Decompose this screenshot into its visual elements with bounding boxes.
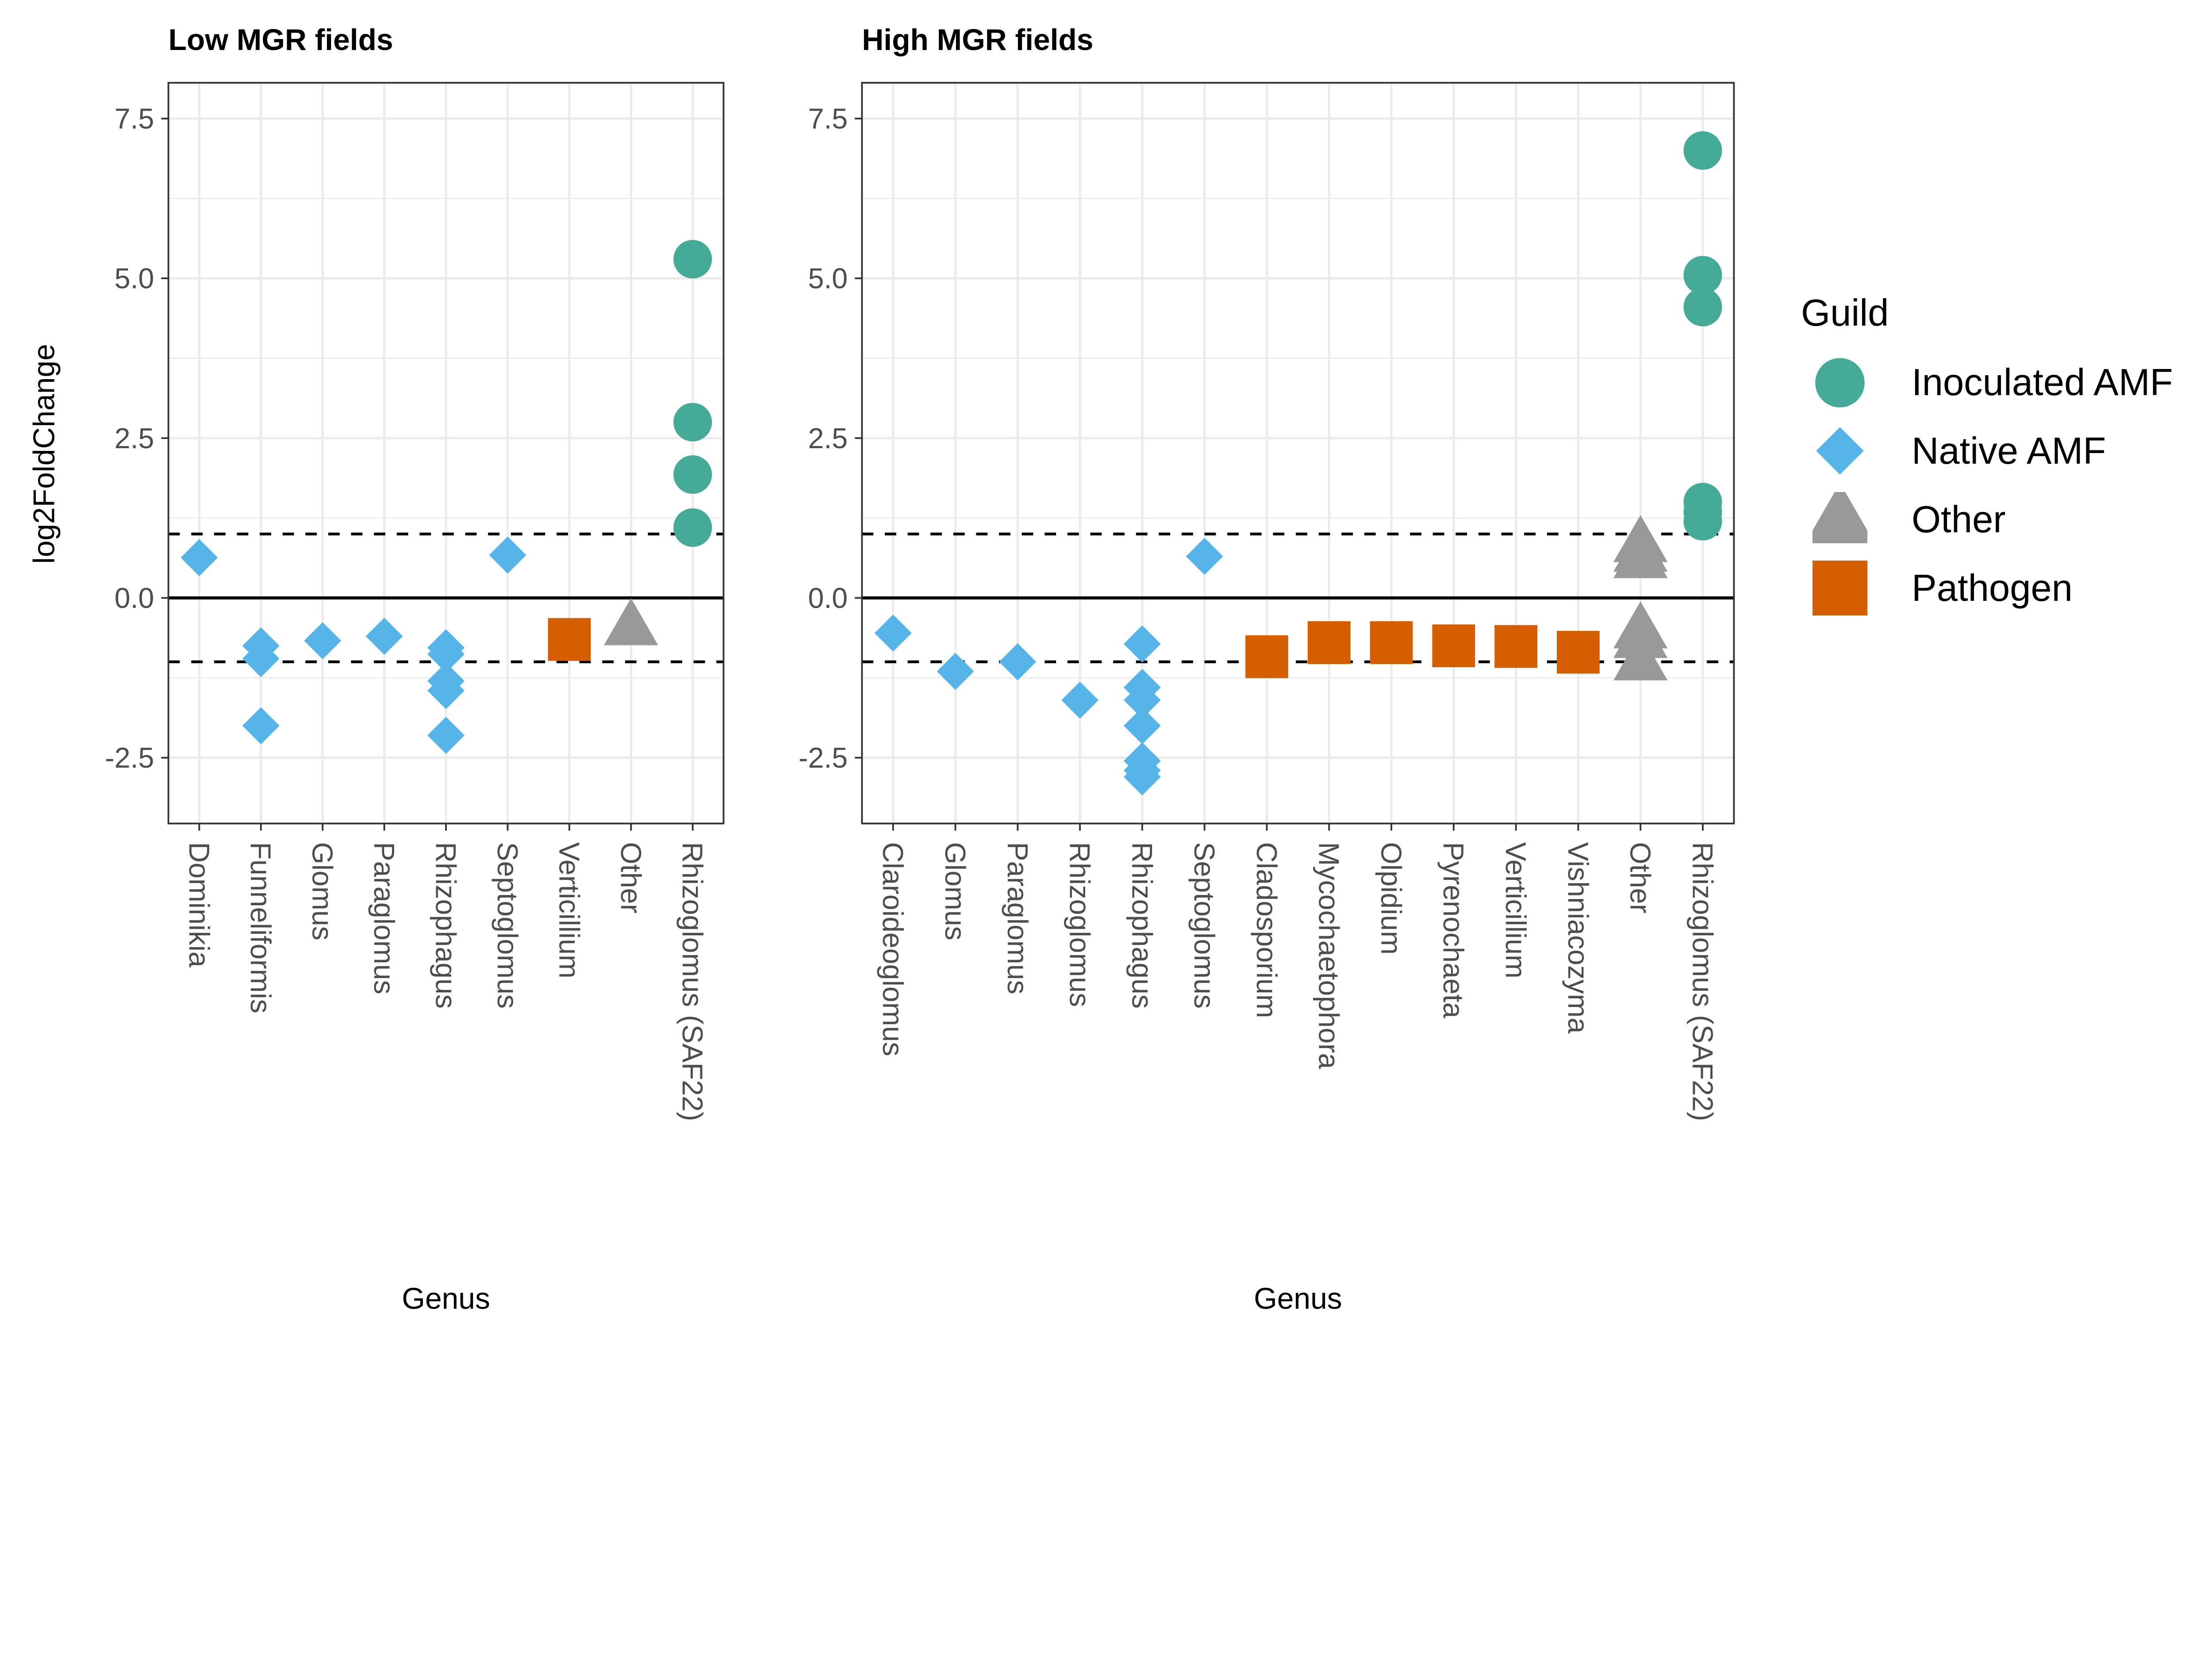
data-point — [1307, 621, 1351, 664]
data-point — [1186, 538, 1223, 575]
x-tick-label: Glomus — [939, 842, 971, 940]
data-point — [1123, 758, 1161, 796]
plot-background — [862, 83, 1734, 824]
x-tick-label: Olpidium — [1375, 842, 1407, 955]
y-tick-label: 2.5 — [115, 423, 154, 454]
y-tick-label: -2.5 — [105, 742, 154, 774]
x-tick-label: Mycochaetophora — [1313, 842, 1345, 1069]
panel-high: -2.5 0.0 2.5 5.0 7.5 Claroideoglomus Glomus Par… — [799, 23, 1735, 1315]
y-tick-label: 0.0 — [115, 582, 154, 614]
y-tick-label: 5.0 — [115, 263, 154, 295]
x-tick-label: Verticillium — [553, 842, 585, 978]
data-point — [1061, 681, 1099, 719]
data-point — [180, 539, 218, 577]
data-point — [1432, 624, 1475, 668]
panel-title: Low MGR fields — [169, 23, 393, 57]
x-tick-label: Vishniacozyma — [1562, 842, 1594, 1034]
panel-title: High MGR fields — [862, 23, 1093, 57]
data-point — [999, 643, 1037, 680]
data-point — [1683, 256, 1722, 295]
x-tick-label: Verticillium — [1500, 842, 1532, 978]
x-tick-label: Rhizophagus — [1126, 842, 1158, 1009]
data-point — [427, 717, 465, 754]
x-tick-label: Rhizoglomus (SAF22) — [1686, 842, 1718, 1121]
chart: log2FoldChange -2.5 0.0 2.5 5.0 7.5 Dominikia… — [28, 23, 1735, 1315]
data-point — [673, 455, 712, 494]
data-point — [1245, 635, 1288, 678]
x-tick-label: Rhizoglomus — [1064, 842, 1096, 1007]
data-point — [1613, 633, 1668, 680]
data-point — [673, 403, 712, 442]
data-point — [1613, 531, 1668, 578]
data-point — [673, 508, 712, 547]
data-point — [304, 622, 342, 660]
x-tick-label: Claroideoglomus — [877, 842, 909, 1056]
x-tick-label: Dominikia — [183, 842, 215, 967]
data-point — [937, 653, 974, 690]
data-point — [874, 614, 912, 652]
x-tick-label: Septoglomus — [492, 842, 523, 1008]
data-point — [1557, 630, 1600, 674]
data-point — [1123, 625, 1161, 663]
data-point — [427, 635, 465, 673]
x-tick-label: Funneliformis — [245, 842, 276, 1013]
data-point — [1683, 502, 1722, 541]
x-tick-label: Other — [615, 842, 647, 913]
y-tick-label: 2.5 — [808, 423, 848, 454]
data-point — [1123, 681, 1161, 719]
data-point — [1683, 131, 1722, 170]
panel-low: -2.5 0.0 2.5 5.0 7.5 Dominikia Funneliformis Gl… — [105, 23, 725, 1315]
x-tick-label: Pyrenochaeta — [1437, 842, 1469, 1018]
y-tick-label: 0.0 — [808, 582, 848, 614]
x-tick-label: Septoglomus — [1188, 842, 1220, 1008]
x-tick-label: Other — [1624, 842, 1656, 913]
data-point — [365, 618, 403, 655]
x-axis-label: Genus — [402, 1282, 490, 1315]
y-tick-label: -2.5 — [799, 742, 848, 774]
x-axis-label: Genus — [1254, 1282, 1342, 1315]
data-point — [1370, 621, 1413, 664]
x-tick-label: Rhizoglomus (SAF22) — [676, 842, 708, 1121]
y-tick-label: 7.5 — [115, 103, 154, 135]
figure: log2FoldChange -2.5 0.0 2.5 5.0 7.5 Dominikia… — [28, 23, 2173, 1315]
y-tick-label: 7.5 — [808, 103, 848, 135]
y-tick-label: 5.0 — [808, 263, 848, 295]
data-point — [1123, 707, 1161, 745]
data-point — [1683, 288, 1722, 327]
data-point — [489, 536, 526, 574]
x-tick-label: Cladosporium — [1251, 842, 1283, 1018]
x-tick-label: Paraglomus — [1002, 842, 1033, 994]
panel-border — [861, 82, 1735, 825]
y-axis-label: log2FoldChange — [28, 344, 61, 564]
x-tick-label: Glomus — [307, 842, 338, 940]
data-point — [604, 598, 658, 646]
x-tick-label: Rhizophagus — [430, 842, 461, 1009]
data-point — [548, 618, 591, 661]
data-point — [427, 672, 465, 709]
data-point — [673, 240, 712, 279]
x-tick-label: Paraglomus — [368, 842, 400, 994]
data-point — [1494, 625, 1537, 668]
